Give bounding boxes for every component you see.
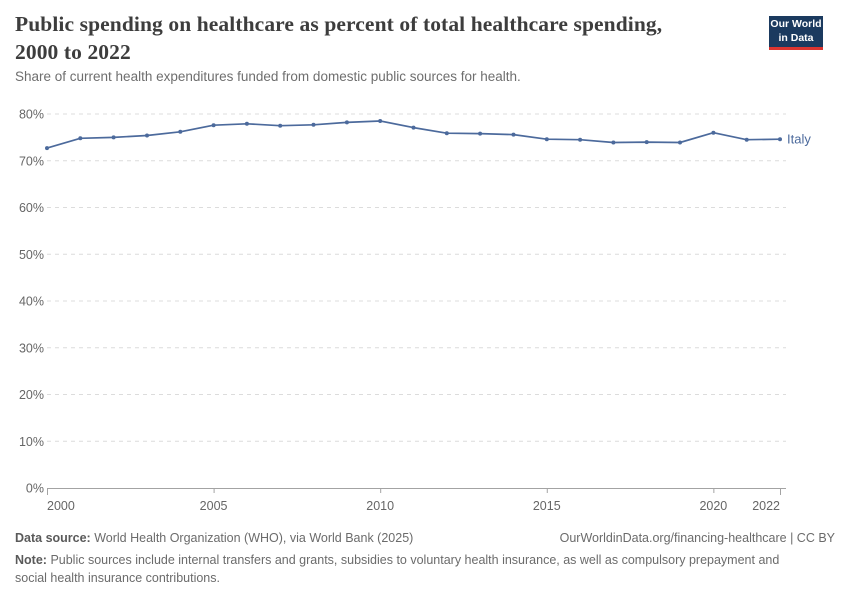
x-tick-label: 2000: [47, 499, 75, 513]
y-tick-label: 0%: [26, 482, 44, 496]
data-point: [244, 121, 249, 126]
x-tick-label: 2022: [752, 499, 780, 513]
line-series: [46, 120, 781, 149]
line-chart: 0% 10% 20% 30% 40% 50% 60% 70% 80% 2000 2005 2010 20…: [19, 108, 811, 514]
footnote: Note: Public sources include internal tr…: [15, 552, 810, 588]
data-point: [478, 131, 483, 136]
chart-title: Public spending on healthcare as percent…: [15, 12, 663, 65]
data-point: [278, 123, 283, 128]
y-tick-label: 60%: [19, 201, 44, 215]
y-tick-label: 50%: [19, 248, 44, 262]
x-tick-label: 2015: [533, 499, 561, 513]
series-label: Italy: [787, 132, 811, 147]
data-point: [711, 130, 716, 135]
data-point: [378, 119, 383, 123]
data-point: [111, 135, 116, 140]
data-source-text: World Health Organization (WHO), via Wor…: [94, 531, 414, 545]
data-point: [744, 137, 749, 142]
x-tick-label: 2005: [200, 499, 228, 513]
data-point: [644, 140, 649, 145]
y-tick-label: 40%: [19, 295, 44, 309]
data-point: [578, 137, 583, 142]
y-tick-label: 20%: [19, 388, 44, 402]
attribution-link[interactable]: OurWorldinData.org/financing-healthcare …: [559, 531, 835, 545]
data-point: [311, 122, 316, 127]
data-source: Data source: World Health Organization (…: [15, 531, 413, 545]
data-point: [778, 137, 782, 142]
data-point: [178, 129, 183, 134]
footer-row: Data source: World Health Organization (…: [15, 531, 835, 545]
y-tick-label: 30%: [19, 341, 44, 355]
data-point: [611, 140, 616, 145]
data-point: [411, 125, 416, 130]
footnote-label: Note:: [15, 553, 47, 567]
x-tick-label: 2010: [366, 499, 394, 513]
data-point: [444, 131, 449, 136]
y-tick-label: 70%: [19, 154, 44, 168]
y-tick-label: 10%: [19, 435, 44, 449]
data-point: [344, 120, 349, 125]
y-tick-label: 80%: [19, 108, 44, 122]
data-point: [45, 146, 49, 151]
data-point: [511, 132, 516, 137]
data-source-label: Data source:: [15, 531, 91, 545]
data-point: [78, 136, 83, 141]
owid-logo-line2: in Data: [778, 31, 814, 44]
chart-subtitle: Share of current health expenditures fun…: [15, 69, 521, 84]
data-point: [678, 140, 682, 145]
owid-logo-line1: Our World: [770, 18, 822, 31]
data-point: [544, 137, 549, 142]
footnote-text: Public sources include internal transfer…: [15, 553, 780, 585]
data-point: [145, 133, 149, 138]
owid-logo: Our World in Data: [769, 16, 823, 50]
x-tick-label: 2020: [699, 499, 727, 513]
data-point: [211, 123, 216, 128]
